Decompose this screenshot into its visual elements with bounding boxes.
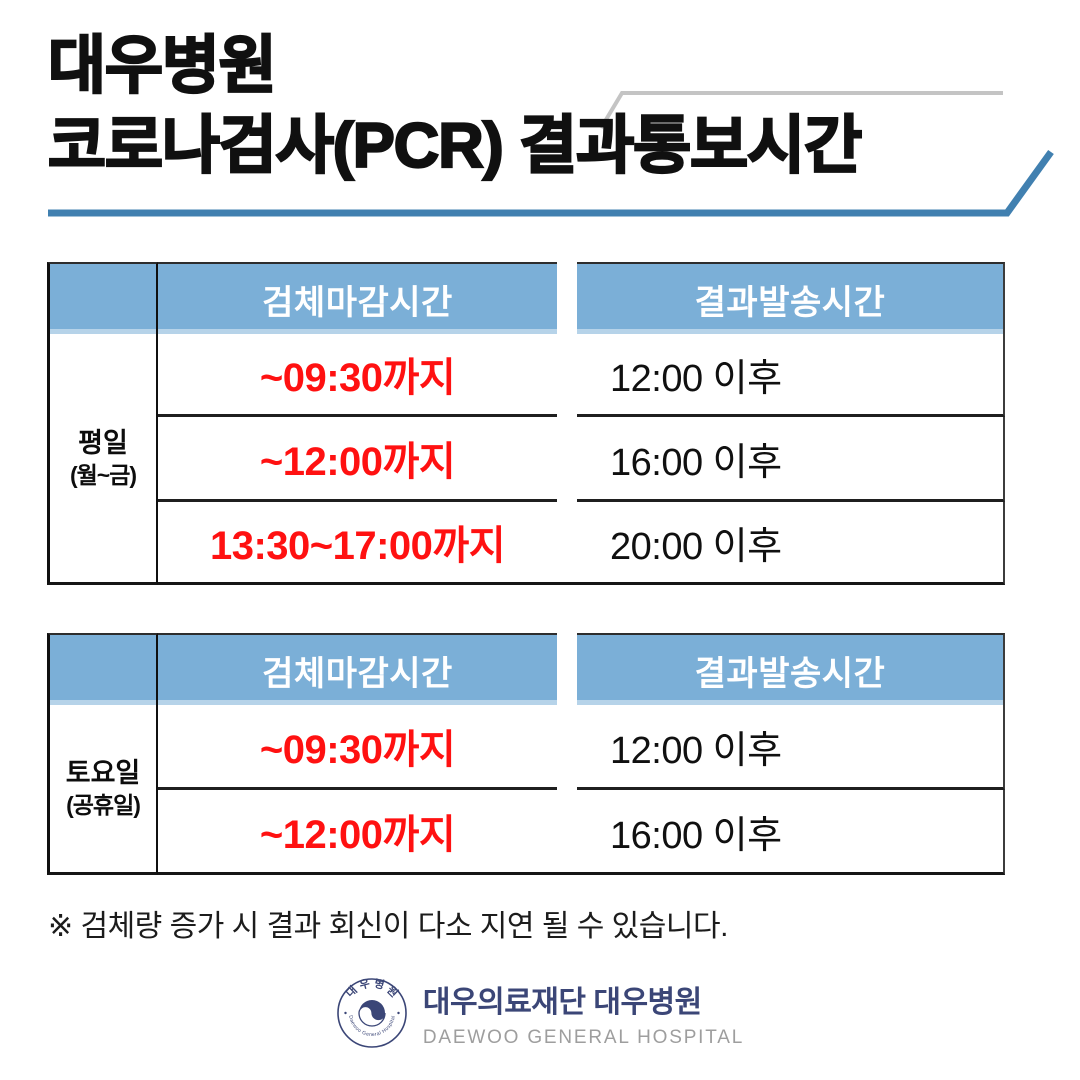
saturday-column-header-deadline: 검체마감시간 xyxy=(158,633,557,705)
weekday-row-group-label: 평일 (월~금) xyxy=(47,334,158,585)
page-title: 대우병원 코로나검사(PCR) 결과통보시간 xyxy=(47,26,863,186)
saturday-row-group-label: 토요일 (공휴일) xyxy=(47,705,158,875)
saturday-header-gap xyxy=(557,633,577,705)
weekday-column-header-deadline: 검체마감시간 xyxy=(158,262,557,334)
weekday-stub-header-cell xyxy=(47,262,158,334)
weekday-gap-3 xyxy=(557,502,577,585)
seal-taegeuk-filled-half xyxy=(358,1000,385,1020)
saturday-gap-1 xyxy=(557,705,577,790)
title-line-2: 코로나검사(PCR) 결과통보시간 xyxy=(47,110,863,182)
footer-text-block: 대우의료재단 대우병원 DAEWOO GENERAL HOSPITAL xyxy=(423,977,744,1049)
seal-left-dot xyxy=(344,1011,347,1015)
weekday-deadline-3: 13:30~17:00까지 xyxy=(158,502,557,585)
organization-name-english: DAEWOO GENERAL HOSPITAL xyxy=(422,1027,745,1048)
weekday-result-1: 12:00 이후 xyxy=(577,334,1005,417)
weekday-gap-2 xyxy=(557,417,577,502)
saturday-stub-header-cell xyxy=(47,633,158,705)
weekday-column-header-result: 결과발송시간 xyxy=(577,262,1005,334)
title-line-1: 대우병원 xyxy=(47,30,278,102)
weekday-deadline-1: ~09:30까지 xyxy=(158,334,557,417)
hospital-seal-logo: 대 우 병 원 Daewoo General Hospital xyxy=(337,977,407,1048)
seal-taegeuk-outline-half xyxy=(358,1005,386,1027)
saturday-label-line1: 토요일 xyxy=(65,758,141,788)
saturday-deadline-2: ~12:00까지 xyxy=(158,790,557,875)
seal-ring xyxy=(337,978,407,1048)
title-decoration-lines xyxy=(48,91,1054,217)
blue-underline xyxy=(48,149,1054,217)
footer: 대 우 병 원 Daewoo General Hospital 대우의료재단 대… xyxy=(0,977,1080,1049)
organization-name: 대우의료재단 대우병원 xyxy=(422,986,702,1019)
saturday-deadline-1: ~09:30까지 xyxy=(158,705,557,790)
weekday-deadline-2: ~12:00까지 xyxy=(158,417,557,502)
weekday-header-gap xyxy=(557,262,577,334)
weekday-label-line2: (월~금) xyxy=(69,461,137,488)
delay-note: ※ 검체량 증가 시 결과 회신이 다소 지연 될 수 있습니다. xyxy=(48,910,728,943)
saturday-schedule-table: 검체마감시간 결과발송시간 토요일 (공휴일) ~09:30까지 12:00 이… xyxy=(47,633,1005,875)
weekday-result-3: 20:00 이후 xyxy=(577,502,1005,585)
weekday-schedule-table: 검체마감시간 결과발송시간 평일 (월~금) ~09:30까지 12:00 이후… xyxy=(47,262,1005,585)
gray-accent-line xyxy=(599,91,1003,130)
saturday-gap-2 xyxy=(557,790,577,875)
weekday-result-2: 16:00 이후 xyxy=(577,417,1005,502)
saturday-label-line2: (공휴일) xyxy=(66,792,141,819)
seal-korean-text: 대 우 병 원 xyxy=(343,977,402,1000)
saturday-result-2: 16:00 이후 xyxy=(577,790,1005,875)
saturday-result-1: 12:00 이후 xyxy=(577,705,1005,790)
seal-right-dot xyxy=(397,1011,400,1015)
saturday-column-header-result: 결과발송시간 xyxy=(577,633,1005,705)
weekday-label-line1: 평일 xyxy=(78,427,128,458)
weekday-gap-1 xyxy=(557,334,577,417)
